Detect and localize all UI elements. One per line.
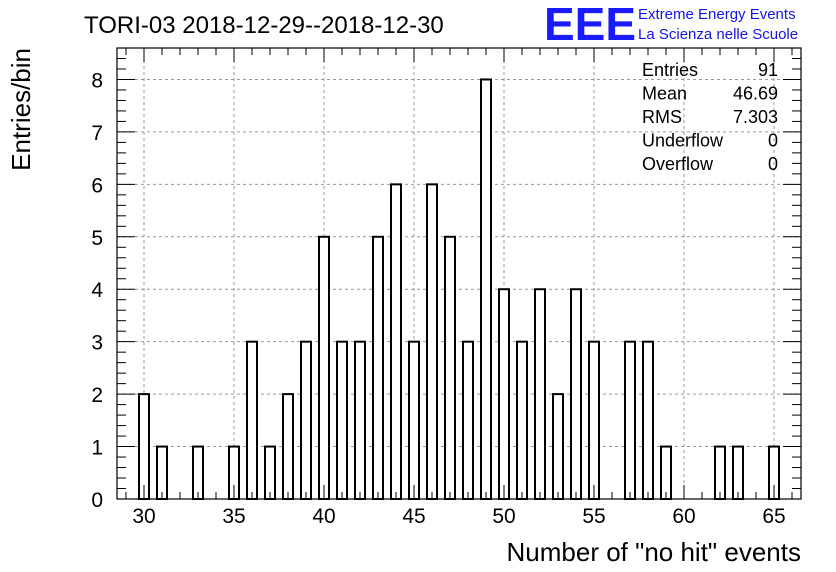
grid-lines (117, 48, 801, 499)
histogram-bar (264, 445, 276, 500)
histogram-bar (732, 445, 744, 500)
stats-label: Mean (642, 84, 687, 104)
x-tick-labels: 30 35 40 45 50 55 60 65 (132, 505, 785, 528)
histogram-bar (318, 235, 330, 500)
chart-title: TORI-03 2018-12-29--2018-12-30 (84, 12, 444, 39)
stats-label: RMS (642, 107, 682, 127)
x-tick-label: 40 (312, 505, 335, 528)
y-tick-label: 1 (91, 437, 103, 460)
x-tick-label: 45 (402, 505, 425, 528)
x-tick-label: 55 (582, 505, 605, 528)
histogram-bar (444, 235, 456, 500)
histogram-bar (246, 340, 258, 500)
histogram-bar (372, 235, 384, 500)
histogram-bar (498, 288, 510, 500)
x-tick-label: 60 (672, 505, 695, 528)
histogram-bar (642, 340, 654, 500)
logo-line-1: Extreme Energy Events (638, 6, 796, 23)
y-tick-labels: 0 1 2 3 4 5 6 7 8 (91, 69, 103, 512)
stats-value: 46.69 (733, 84, 778, 104)
stats-value: 0 (768, 154, 778, 174)
histogram-bar (336, 340, 348, 500)
x-tick-label: 30 (132, 505, 155, 528)
histogram-bar (408, 340, 420, 500)
histogram-bar (282, 393, 294, 500)
logo: EEE Extreme Energy Events La Scienza nel… (544, 0, 798, 50)
logo-line-2: La Scienza nelle Scuole (638, 26, 798, 43)
histogram-bar (660, 445, 672, 500)
histogram-bar (552, 393, 564, 500)
stats-box: Entries 91 Mean 46.69 RMS 7.303 Underflow 0 Over… (642, 60, 778, 174)
histogram-bar (480, 78, 492, 500)
y-tick-label: 3 (91, 332, 103, 355)
stats-label: Entries (642, 60, 698, 80)
plot-frame (116, 47, 802, 500)
y-tick-label: 5 (91, 227, 103, 250)
histogram-bar (354, 340, 366, 500)
x-tick-label: 65 (762, 505, 785, 528)
stats-label: Overflow (642, 154, 714, 174)
y-tick-label: 7 (91, 122, 103, 145)
y-tick-label: 2 (91, 384, 103, 407)
stats-label: Underflow (642, 131, 724, 151)
histogram-bar (570, 288, 582, 500)
x-axis-label: Number of "no hit" events (507, 537, 802, 567)
stats-value: 7.303 (733, 107, 778, 127)
histogram-bar (192, 445, 204, 500)
x-tick-label: 50 (492, 505, 515, 528)
histogram-bar (138, 393, 150, 500)
y-tick-label: 4 (91, 279, 103, 302)
stats-value: 0 (768, 131, 778, 151)
y-axis-label: Entries/bin (6, 48, 36, 171)
axis-ticks (117, 48, 801, 500)
histogram-bar (300, 340, 312, 500)
histogram-bar (588, 340, 600, 500)
y-tick-label: 0 (91, 489, 103, 512)
histogram-bar (624, 340, 636, 500)
histogram-bar (156, 445, 168, 500)
y-tick-label: 8 (91, 69, 103, 92)
y-tick-label: 6 (91, 174, 103, 197)
histogram-bar (516, 340, 528, 500)
logo-mark: EEE (544, 0, 636, 50)
x-tick-label: 35 (222, 505, 245, 528)
histogram-bar (462, 340, 474, 500)
histogram-bar (390, 183, 402, 500)
histogram-bar (534, 288, 546, 500)
histogram-bar (426, 183, 438, 500)
histogram-bar (714, 445, 726, 500)
stats-value: 91 (758, 60, 778, 80)
